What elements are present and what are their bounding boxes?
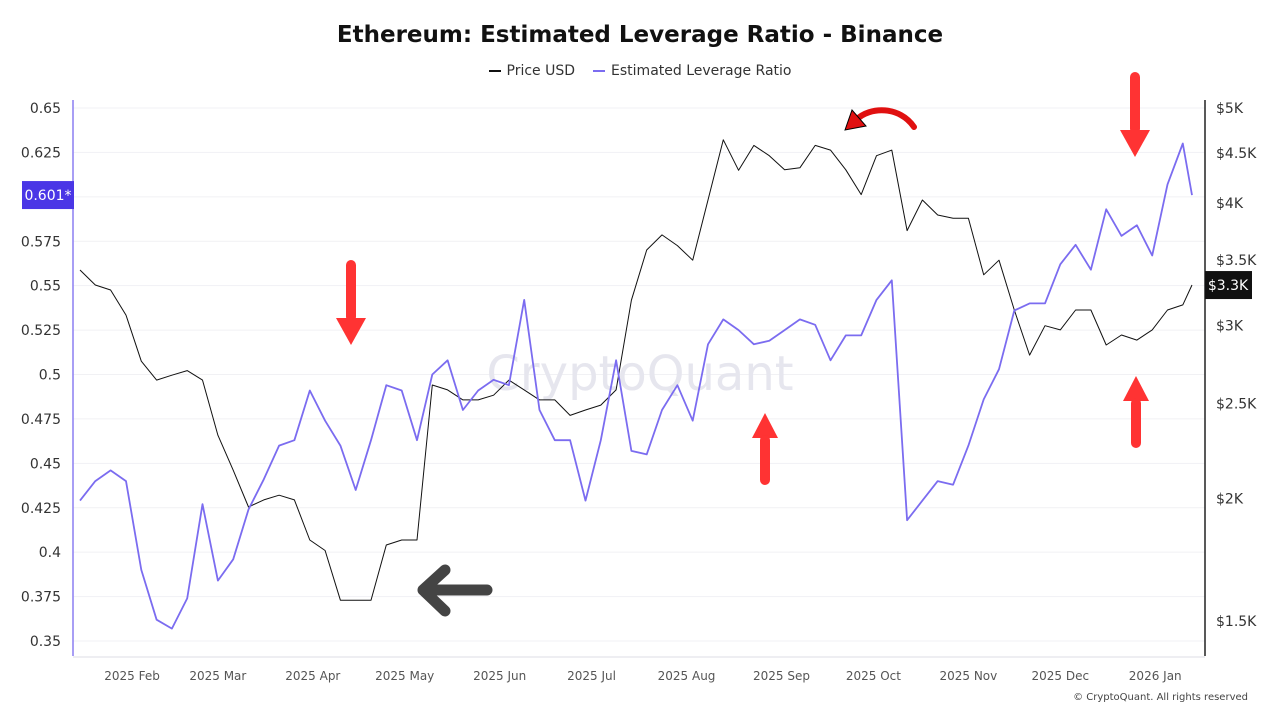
- y-left-tick-label: 0.35: [30, 634, 61, 650]
- leverage-current-badge: [22, 181, 74, 210]
- price-current-badge: [1205, 271, 1252, 300]
- x-tick-label: 2025 Apr: [285, 669, 340, 683]
- y-left-tick-label: 0.5: [39, 368, 61, 384]
- arrow-head: [844, 109, 867, 131]
- black-arrow-left-icon: [417, 564, 493, 617]
- legend-swatch-leverage: [593, 70, 606, 72]
- x-tick-label: 2025 Aug: [658, 669, 716, 683]
- red-arrow-up-icon: [752, 413, 778, 485]
- x-tick-label: 2026 Jan: [1129, 669, 1182, 683]
- legend-label-leverage: Estimated Leverage Ratio: [611, 63, 792, 79]
- y-left-tick-label: 0.375: [21, 590, 61, 606]
- arrow-head: [1120, 130, 1150, 157]
- x-tick-label: 2025 Feb: [104, 669, 160, 683]
- y-left-tick-label: 0.425: [21, 501, 61, 517]
- arrow-head: [752, 413, 778, 438]
- arrow-head: [1123, 376, 1149, 401]
- arrow-shaft: [1131, 398, 1141, 448]
- red-arrow-down-icon: [336, 260, 366, 345]
- y-right-tick-label: $3K: [1216, 319, 1244, 335]
- arrow-shaft: [346, 260, 356, 322]
- red-curved-arrow-icon: [844, 107, 917, 131]
- x-tick-label: 2025 Sep: [753, 669, 810, 683]
- legend-item-leverage[interactable]: Estimated Leverage Ratio: [593, 63, 792, 79]
- y-left-tick-label: 0.65: [30, 101, 61, 117]
- price-line: [79, 139, 1193, 601]
- red-arrow-down-icon: [1120, 72, 1150, 157]
- price-current-value: $3.3K: [1208, 278, 1249, 294]
- x-tick-label: 2025 Jun: [473, 669, 526, 683]
- arrow-shaft: [760, 435, 770, 485]
- arrow-curve: [853, 107, 917, 130]
- legend-item-price[interactable]: Price USD: [488, 63, 576, 79]
- y-right-tick-label: $2K: [1216, 491, 1244, 507]
- y-right-tick-label: $3.5K: [1216, 253, 1257, 269]
- y-left-tick-label: 0.4: [39, 545, 61, 561]
- red-arrow-up-icon: [1123, 376, 1149, 448]
- chart-title: Ethereum: Estimated Leverage Ratio - Bin…: [336, 22, 944, 48]
- y-left-tick-label: 0.575: [21, 234, 61, 250]
- leverage-current-value: 0.601*: [24, 188, 71, 204]
- legend-swatch-price: [488, 70, 501, 72]
- x-tick-label: 2025 Dec: [1031, 669, 1089, 683]
- y-right-tick-label: $1.5K: [1216, 614, 1257, 630]
- x-tick-label: 2025 Jul: [567, 669, 616, 683]
- y-left-tick-label: 0.55: [30, 279, 61, 295]
- y-left-tick-label: 0.45: [30, 456, 61, 472]
- y-right-tick-label: $4K: [1216, 196, 1244, 212]
- footer-copyright: © CryptoQuant. All rights reserved: [1073, 692, 1248, 703]
- x-tick-label: 2025 Oct: [846, 669, 901, 683]
- y-left-tick-label: 0.475: [21, 412, 61, 428]
- y-right-tick-label: $2.5K: [1216, 396, 1257, 412]
- x-tick-label: 2025 Mar: [189, 669, 246, 683]
- x-tick-label: 2025 Nov: [939, 669, 997, 683]
- arrow-head: [336, 318, 366, 345]
- y-right-tick-label: $5K: [1216, 101, 1244, 117]
- y-right-tick-label: $4.5K: [1216, 146, 1257, 162]
- arrow-shaft: [1130, 72, 1140, 134]
- legend: Price USD Estimated Leverage Ratio: [0, 63, 1280, 79]
- x-tick-label: 2025 May: [375, 669, 434, 683]
- y-left-tick-label: 0.525: [21, 323, 61, 339]
- y-left-tick-label: 0.625: [21, 145, 61, 161]
- legend-label-price: Price USD: [506, 63, 576, 79]
- leverage-line: [79, 142, 1193, 630]
- arrow-path: [417, 564, 493, 617]
